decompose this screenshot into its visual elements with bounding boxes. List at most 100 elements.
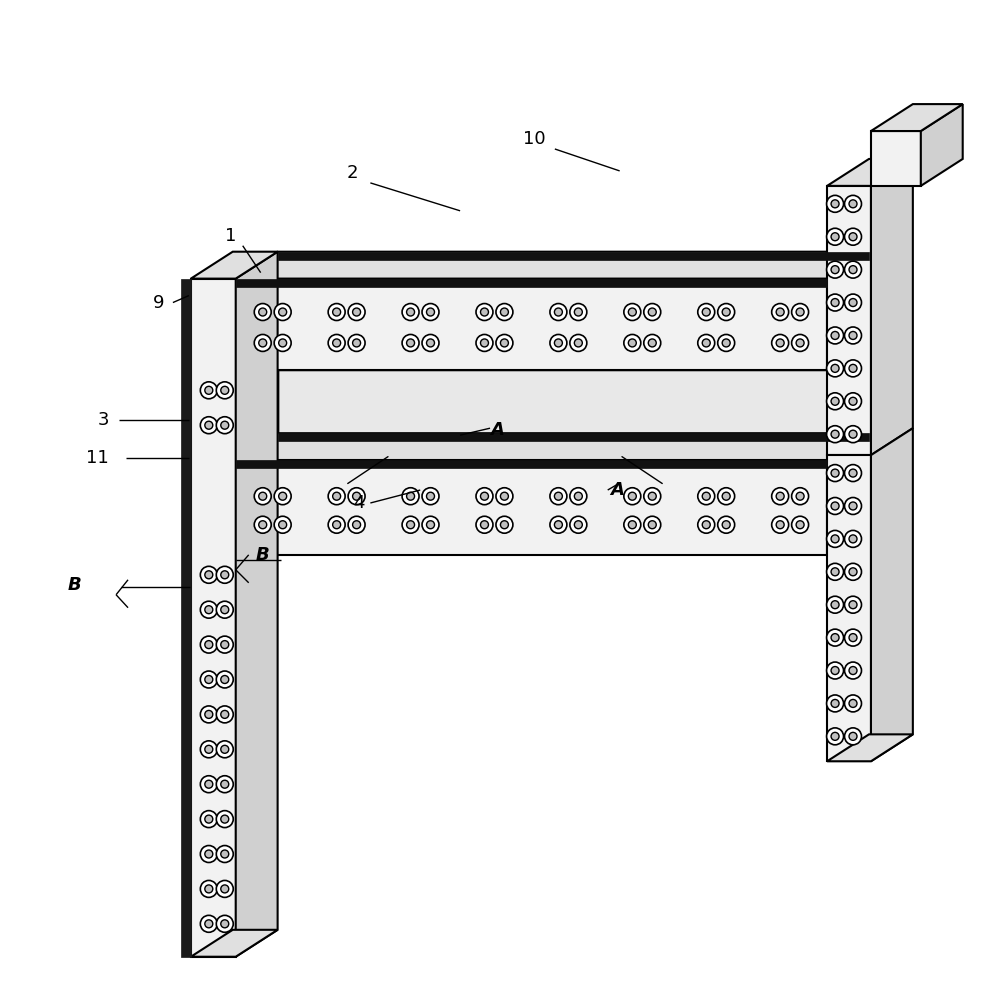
Polygon shape — [827, 734, 913, 761]
Circle shape — [549, 516, 566, 533]
Circle shape — [648, 521, 656, 529]
Circle shape — [201, 382, 218, 399]
Text: A: A — [609, 481, 623, 499]
Circle shape — [849, 299, 857, 307]
Circle shape — [201, 811, 218, 828]
Circle shape — [476, 334, 493, 351]
Circle shape — [826, 393, 843, 410]
Circle shape — [574, 339, 582, 347]
Polygon shape — [236, 279, 827, 287]
Circle shape — [221, 745, 229, 753]
Circle shape — [791, 488, 808, 505]
Circle shape — [221, 606, 229, 614]
Circle shape — [402, 304, 419, 321]
Circle shape — [554, 308, 562, 316]
Circle shape — [481, 492, 489, 500]
Circle shape — [826, 530, 843, 547]
Circle shape — [402, 334, 419, 351]
Circle shape — [205, 571, 213, 579]
Circle shape — [221, 850, 229, 858]
Circle shape — [844, 662, 861, 679]
Circle shape — [259, 492, 267, 500]
Circle shape — [574, 521, 582, 529]
Circle shape — [628, 308, 636, 316]
Circle shape — [348, 488, 365, 505]
Circle shape — [476, 488, 493, 505]
Polygon shape — [236, 252, 278, 957]
Circle shape — [628, 492, 636, 500]
Circle shape — [796, 492, 804, 500]
Circle shape — [201, 706, 218, 723]
Circle shape — [205, 885, 213, 893]
Circle shape — [500, 521, 508, 529]
Circle shape — [844, 695, 861, 712]
Circle shape — [201, 846, 218, 862]
Circle shape — [201, 566, 218, 583]
Circle shape — [201, 915, 218, 932]
Polygon shape — [278, 252, 869, 260]
Circle shape — [328, 334, 345, 351]
Circle shape — [481, 308, 489, 316]
Circle shape — [201, 880, 218, 897]
Circle shape — [407, 308, 415, 316]
Circle shape — [702, 521, 710, 529]
Circle shape — [500, 339, 508, 347]
Circle shape — [844, 498, 861, 514]
Circle shape — [422, 334, 439, 351]
Polygon shape — [236, 528, 869, 555]
Polygon shape — [871, 131, 921, 186]
Circle shape — [826, 695, 843, 712]
Circle shape — [796, 308, 804, 316]
Circle shape — [844, 294, 861, 311]
Circle shape — [643, 334, 660, 351]
Circle shape — [333, 339, 341, 347]
Circle shape — [569, 516, 586, 533]
Circle shape — [831, 331, 839, 339]
Circle shape — [217, 811, 233, 828]
Polygon shape — [191, 252, 278, 279]
Circle shape — [407, 521, 415, 529]
Circle shape — [849, 364, 857, 372]
Circle shape — [427, 339, 435, 347]
Circle shape — [643, 488, 660, 505]
Circle shape — [217, 915, 233, 932]
Circle shape — [353, 521, 361, 529]
Circle shape — [628, 521, 636, 529]
Polygon shape — [236, 343, 869, 370]
Circle shape — [844, 596, 861, 613]
Circle shape — [201, 671, 218, 688]
Circle shape — [205, 606, 213, 614]
Circle shape — [722, 339, 730, 347]
Circle shape — [221, 571, 229, 579]
Circle shape — [831, 634, 839, 642]
Circle shape — [776, 308, 784, 316]
Circle shape — [333, 492, 341, 500]
Circle shape — [500, 308, 508, 316]
Circle shape — [205, 815, 213, 823]
Circle shape — [849, 535, 857, 543]
Circle shape — [717, 304, 734, 321]
Text: A: A — [491, 421, 503, 439]
Circle shape — [217, 741, 233, 758]
Circle shape — [221, 920, 229, 928]
Circle shape — [623, 488, 640, 505]
Circle shape — [844, 426, 861, 443]
Circle shape — [549, 334, 566, 351]
Circle shape — [217, 382, 233, 399]
Circle shape — [201, 741, 218, 758]
Circle shape — [697, 304, 714, 321]
Polygon shape — [191, 279, 236, 957]
Circle shape — [407, 339, 415, 347]
Circle shape — [205, 780, 213, 788]
Circle shape — [844, 563, 861, 580]
Circle shape — [849, 667, 857, 675]
Circle shape — [791, 334, 808, 351]
Circle shape — [348, 304, 365, 321]
Polygon shape — [278, 433, 869, 441]
Circle shape — [217, 417, 233, 434]
Circle shape — [831, 502, 839, 510]
Circle shape — [849, 568, 857, 576]
Circle shape — [328, 488, 345, 505]
Circle shape — [697, 334, 714, 351]
Circle shape — [623, 304, 640, 321]
